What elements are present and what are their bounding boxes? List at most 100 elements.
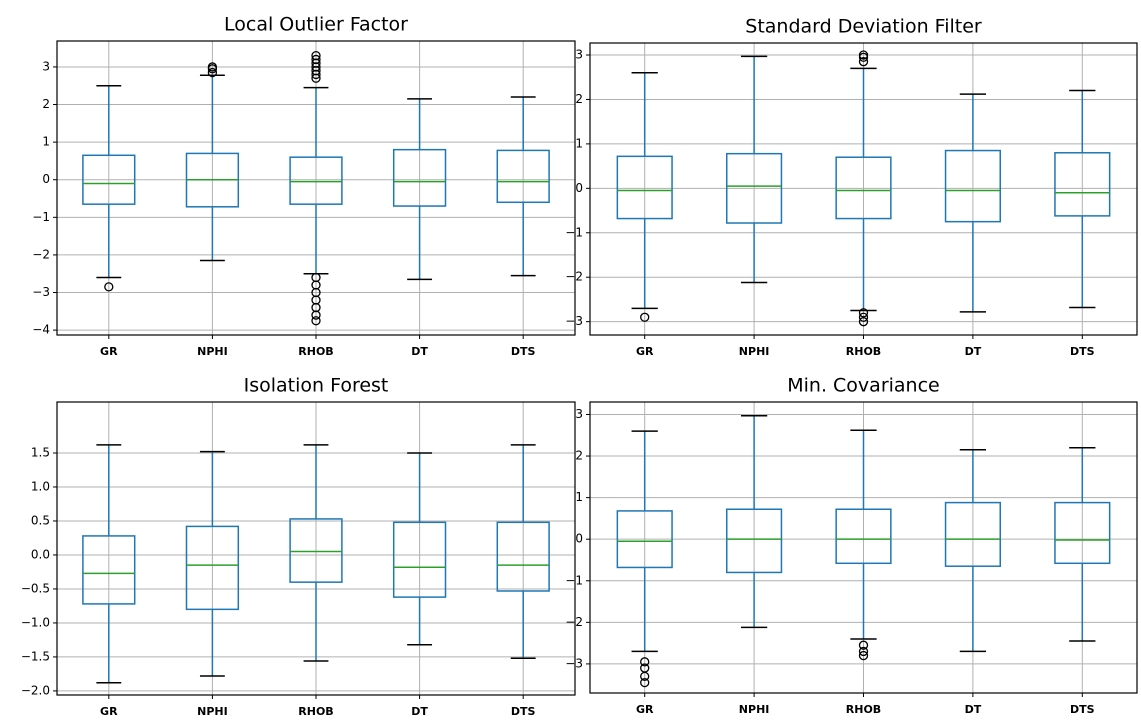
outlier <box>858 650 869 661</box>
box <box>496 521 550 592</box>
y-tick-label: −2.0 <box>21 683 50 697</box>
x-tick-label: NPHI <box>197 345 228 358</box>
box <box>616 155 673 220</box>
x-tick-label: GR <box>636 345 654 358</box>
outlier <box>311 310 321 320</box>
y-tick-label: 1 <box>575 490 583 504</box>
x-tick-label: GR <box>100 345 118 358</box>
y-tick-label: −3 <box>565 314 583 328</box>
y-tick-label: −3 <box>32 285 50 299</box>
y-tick-label: −1 <box>32 210 50 224</box>
outlier <box>104 282 114 292</box>
outlier <box>858 50 869 60</box>
box <box>1054 501 1111 565</box>
outlier <box>207 67 218 78</box>
outlier <box>858 308 869 318</box>
y-tick-label: 2 <box>42 97 50 111</box>
x-tick-label: NPHI <box>739 703 770 716</box>
outlier <box>858 646 869 657</box>
x-tick-label: NPHI <box>739 345 770 358</box>
box <box>496 149 550 204</box>
y-tick-label: 0.5 <box>31 513 50 527</box>
y-tick-label: −1 <box>565 225 583 239</box>
axes-frame <box>589 401 1138 694</box>
y-tick-label: 1.0 <box>31 479 50 493</box>
y-tick-label: −2 <box>565 270 583 284</box>
box <box>726 508 783 574</box>
box <box>835 508 892 565</box>
box <box>289 156 343 205</box>
outlier <box>311 54 321 65</box>
chart-title: Local Outlier Factor <box>224 14 408 36</box>
box <box>944 149 1001 223</box>
outlier <box>311 51 321 61</box>
y-tick-label: −0.5 <box>21 581 50 595</box>
box <box>726 152 783 224</box>
outlier <box>858 312 869 322</box>
outlier <box>640 657 650 667</box>
x-tick-label: DTS <box>511 345 536 358</box>
axes-frame <box>589 42 1138 336</box>
y-tick-label: 0 <box>575 181 583 195</box>
chart-title: Standard Deviation Filter <box>745 16 982 38</box>
x-tick-label: GR <box>100 705 118 718</box>
y-tick-label: −2 <box>32 247 50 261</box>
box <box>1054 152 1111 217</box>
x-tick-label: DT <box>965 345 982 358</box>
y-tick-label: −1.5 <box>21 649 50 663</box>
x-tick-label: DTS <box>511 705 536 718</box>
box <box>392 148 447 207</box>
axes-frame <box>56 40 576 336</box>
y-tick-label: 2 <box>575 92 583 106</box>
box <box>185 525 240 611</box>
y-tick-label: −4 <box>32 323 50 337</box>
y-tick-label: 3 <box>42 59 50 73</box>
y-tick-label: 3 <box>575 407 583 421</box>
x-tick-label: NPHI <box>197 705 228 718</box>
x-tick-label: RHOB <box>298 345 333 358</box>
box <box>82 535 136 605</box>
y-tick-label: 1 <box>42 135 50 149</box>
x-tick-label: RHOB <box>846 703 881 716</box>
outlier <box>640 312 650 322</box>
x-tick-label: DTS <box>1070 703 1095 716</box>
chart-title: Min. Covariance <box>787 375 939 397</box>
x-tick-label: GR <box>636 703 654 716</box>
outlier <box>858 57 869 67</box>
outlier <box>858 640 869 650</box>
subplot: −3 −2 −1 0 1 2 3 GR NPHI RHOB DT DTS Standard Deviat… <box>565 16 1138 358</box>
box <box>392 521 447 598</box>
y-tick-label: −1.0 <box>21 615 50 629</box>
subplot: −4 −3 −2 −1 0 1 2 3 GR NPHI RHOB DT DTS Local Outlier… <box>32 14 576 358</box>
subplot: −2.0 −1.5 −1.0 −0.5 0.0 0.5 1.0 1.5 GR NPHI RHOB DT… <box>21 375 576 718</box>
outlier <box>858 317 869 327</box>
y-tick-label: 0 <box>575 532 583 546</box>
y-tick-label: 0.0 <box>31 547 50 561</box>
y-tick-label: 0 <box>42 172 50 186</box>
x-tick-label: RHOB <box>298 705 333 718</box>
chart-title: Isolation Forest <box>244 375 389 397</box>
box <box>289 518 343 583</box>
y-tick-label: 3 <box>575 48 583 62</box>
box <box>82 154 136 205</box>
y-tick-label: −1 <box>565 573 583 587</box>
y-tick-label: 1 <box>575 136 583 150</box>
box <box>835 156 892 220</box>
x-tick-label: RHOB <box>846 345 881 358</box>
axes-frame <box>56 401 576 696</box>
y-tick-label: 2 <box>575 449 583 463</box>
box <box>944 501 1001 567</box>
y-tick-label: −2 <box>565 615 583 629</box>
x-tick-label: DT <box>411 705 428 718</box>
outlier <box>207 62 218 72</box>
subplot: −3 −2 −1 0 1 2 3 GR NPHI RHOB DT DTS Min. Covariance <box>565 375 1138 716</box>
outlier <box>640 671 650 682</box>
outlier <box>640 677 650 688</box>
x-tick-label: DT <box>965 703 982 716</box>
y-tick-label: −3 <box>565 656 583 670</box>
x-tick-label: DT <box>411 345 428 358</box>
x-tick-label: DTS <box>1070 345 1095 358</box>
outlier <box>311 316 321 326</box>
y-tick-label: 1.5 <box>31 445 50 459</box>
